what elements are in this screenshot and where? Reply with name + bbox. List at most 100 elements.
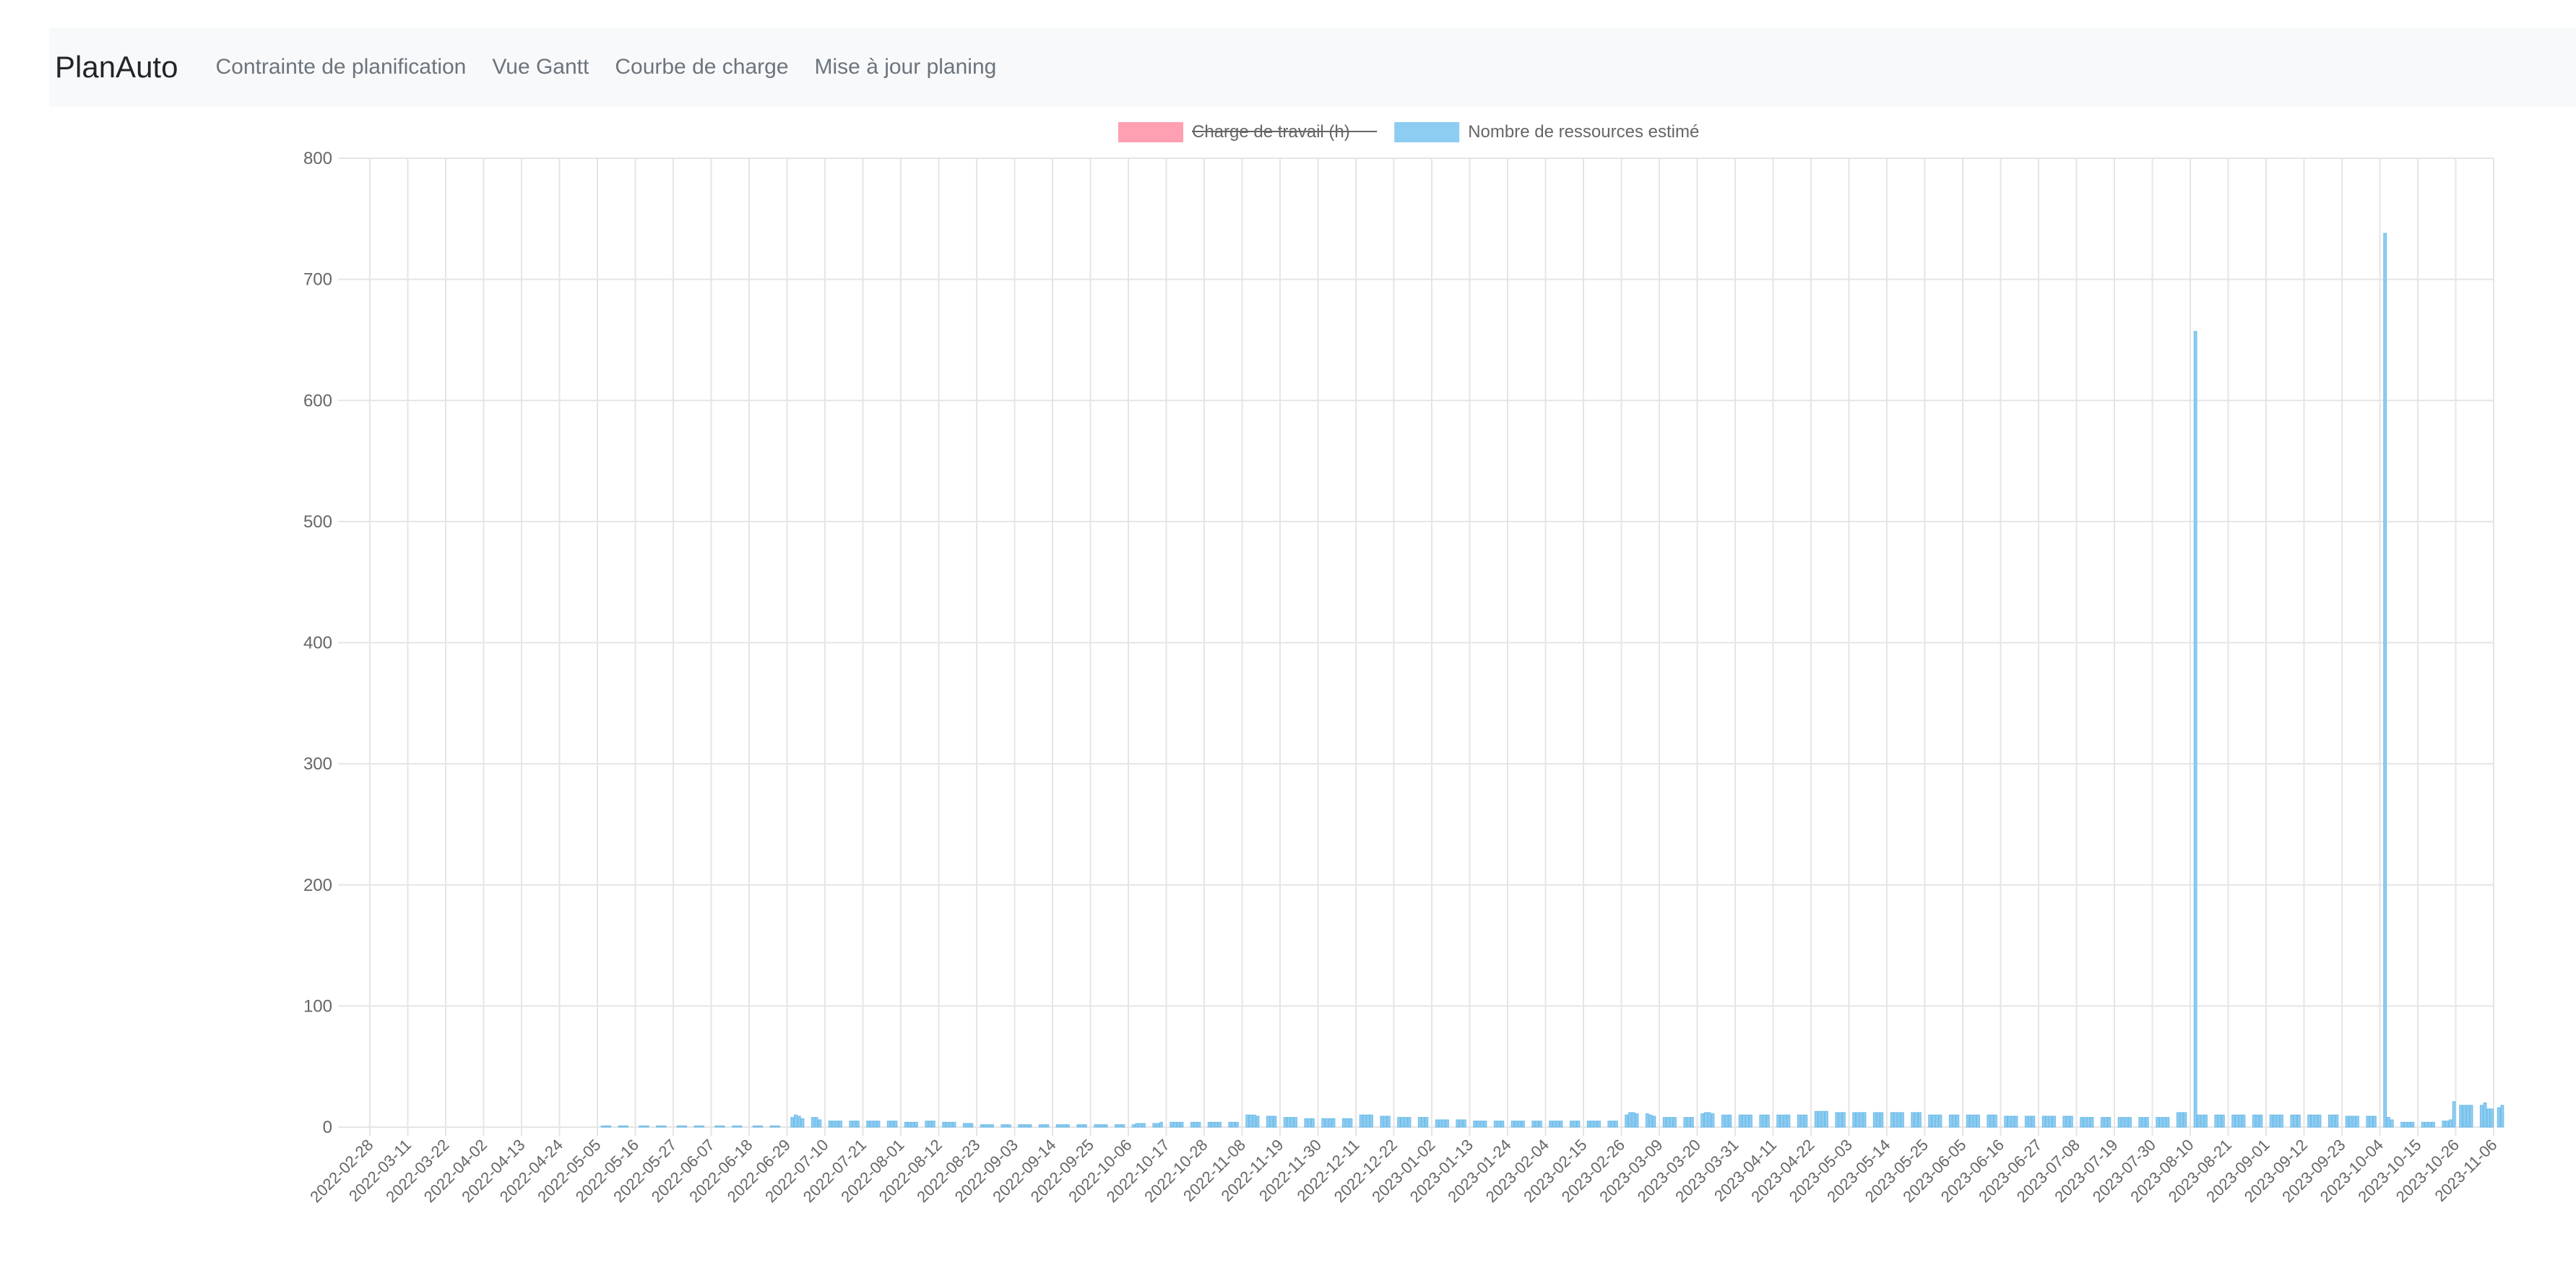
bar-37-3[interactable] <box>1783 1114 1787 1128</box>
bar-46-1[interactable] <box>2117 1117 2122 1128</box>
bar-52-3[interactable] <box>2352 1116 2356 1128</box>
bar-51-3[interactable] <box>2314 1114 2318 1128</box>
bar-46-2[interactable] <box>2121 1117 2125 1128</box>
bar-45-4[interactable] <box>2090 1117 2094 1128</box>
bar-42-4[interactable] <box>1976 1114 1980 1128</box>
bar-24-9[interactable] <box>1310 1118 1315 1128</box>
bar-35-8[interactable] <box>1724 1114 1729 1128</box>
bar-35-9[interactable] <box>1728 1114 1732 1128</box>
bar-44-1[interactable] <box>2041 1116 2046 1128</box>
bar-38-2[interactable] <box>1818 1110 1822 1128</box>
bar-12-8[interactable] <box>852 1121 856 1128</box>
bar-31-8[interactable] <box>1573 1121 1577 1128</box>
bar-46-3[interactable] <box>2125 1117 2129 1128</box>
bar-48-9[interactable] <box>2221 1114 2225 1128</box>
bar-39-2[interactable] <box>1856 1112 1859 1128</box>
bar-52-4[interactable] <box>2356 1116 2359 1128</box>
bar-50-8[interactable] <box>2294 1114 2297 1128</box>
bar-18-1[interactable] <box>1055 1124 1060 1128</box>
bar-44-3[interactable] <box>2049 1116 2053 1128</box>
bar-44-9[interactable] <box>2069 1116 2073 1128</box>
bar-37-1[interactable] <box>1776 1114 1781 1128</box>
bar-34-4[interactable] <box>1673 1117 1677 1128</box>
bar-26-2[interactable] <box>1362 1114 1367 1128</box>
bar-42-3[interactable] <box>1973 1114 1977 1128</box>
bar-47-3[interactable] <box>2162 1117 2166 1128</box>
bar-53-8[interactable] <box>2407 1121 2411 1128</box>
bar-47-9[interactable] <box>2183 1112 2187 1128</box>
bar-51-7[interactable] <box>2328 1114 2332 1128</box>
bar-23-9[interactable] <box>1273 1116 1277 1128</box>
bar-40-8[interactable] <box>1914 1112 1918 1128</box>
bar-31-7[interactable] <box>1569 1121 1573 1128</box>
bar-8-6[interactable] <box>693 1125 698 1128</box>
bar-16-9[interactable] <box>1007 1124 1011 1128</box>
bar-39-3[interactable] <box>1859 1112 1863 1128</box>
bar-40-4[interactable] <box>1901 1112 1904 1128</box>
bar-19-3[interactable] <box>1100 1124 1105 1128</box>
bar-19-1[interactable] <box>1094 1124 1098 1128</box>
bar-19-8[interactable] <box>1118 1124 1122 1128</box>
bar-38-1[interactable] <box>1814 1110 1818 1128</box>
bar-45-9[interactable] <box>2107 1117 2112 1128</box>
bar-47-7[interactable] <box>2176 1112 2180 1128</box>
bar-27-2[interactable] <box>1401 1117 1404 1128</box>
bar-50-9[interactable] <box>2296 1114 2301 1128</box>
bar-41-2[interactable] <box>1932 1114 1935 1128</box>
bar-26-9[interactable] <box>1386 1116 1391 1128</box>
bar-34-7[interactable] <box>1683 1117 1687 1128</box>
bar-23-1[interactable] <box>1245 1114 1250 1128</box>
bar-41-1[interactable] <box>1928 1114 1932 1128</box>
bar-16-4[interactable] <box>990 1124 994 1128</box>
bar-50-7[interactable] <box>2290 1114 2294 1128</box>
bar-11-8[interactable] <box>814 1117 818 1128</box>
bar-22-2[interactable] <box>1211 1121 1215 1128</box>
bar-46-4[interactable] <box>2128 1117 2132 1128</box>
bar-44-4[interactable] <box>2052 1116 2056 1128</box>
bar-27-3[interactable] <box>1404 1117 1408 1128</box>
bar-20-3[interactable] <box>1138 1123 1143 1128</box>
bar-56-1[interactable] <box>2497 1107 2501 1128</box>
bar-51-8[interactable] <box>2331 1114 2335 1128</box>
bar-21-2[interactable] <box>1173 1121 1177 1128</box>
bar-13-2[interactable] <box>870 1121 873 1128</box>
bar-29-2[interactable] <box>1477 1121 1480 1128</box>
bar-56-2[interactable] <box>2500 1105 2504 1128</box>
bar-15-8[interactable] <box>966 1123 970 1128</box>
bar-40-3[interactable] <box>1897 1112 1901 1128</box>
legend-swatch-1[interactable] <box>1394 122 1460 142</box>
bar-32-2[interactable] <box>1590 1121 1594 1128</box>
bar-22-9[interactable] <box>1235 1121 1239 1128</box>
bar-26-1[interactable] <box>1359 1114 1363 1128</box>
bar-54-1[interactable] <box>2421 1121 2425 1128</box>
bar-38-3[interactable] <box>1821 1110 1825 1128</box>
bar-49-7[interactable] <box>2252 1114 2256 1128</box>
bar-46-9[interactable] <box>2145 1117 2149 1128</box>
bar-19-4[interactable] <box>1104 1124 1108 1128</box>
bar-28-2[interactable] <box>1438 1119 1443 1128</box>
bar-15-9[interactable] <box>969 1123 974 1128</box>
bar-13-8[interactable] <box>890 1121 894 1128</box>
bar-24-2[interactable] <box>1287 1117 1291 1128</box>
bar-14-7[interactable] <box>925 1121 929 1128</box>
bar-16-7[interactable] <box>1000 1124 1005 1128</box>
bar-41-9[interactable] <box>1955 1114 1960 1128</box>
bar-21-4[interactable] <box>1180 1121 1184 1128</box>
bar-24-7[interactable] <box>1304 1118 1308 1128</box>
bar-52-1[interactable] <box>2345 1116 2349 1128</box>
bar-14-2[interactable] <box>907 1121 912 1128</box>
bar-13-4[interactable] <box>876 1121 881 1128</box>
bar-52-9[interactable] <box>2372 1116 2377 1128</box>
brand-logo[interactable]: PlanAuto <box>55 50 178 84</box>
bar-43-1[interactable] <box>2004 1116 2008 1128</box>
bar-49-1[interactable] <box>2231 1114 2236 1128</box>
bar-7-7[interactable] <box>659 1125 663 1128</box>
bar-30-8[interactable] <box>1535 1121 1539 1128</box>
bar-19-2[interactable] <box>1097 1124 1101 1128</box>
bar-23-7[interactable] <box>1266 1116 1270 1128</box>
bar-22-7[interactable] <box>1228 1121 1232 1128</box>
bar-27-7[interactable] <box>1417 1117 1422 1128</box>
bar-41-8[interactable] <box>1952 1114 1956 1128</box>
bar-19-9[interactable] <box>1121 1124 1125 1128</box>
bar-13-3[interactable] <box>873 1121 877 1128</box>
